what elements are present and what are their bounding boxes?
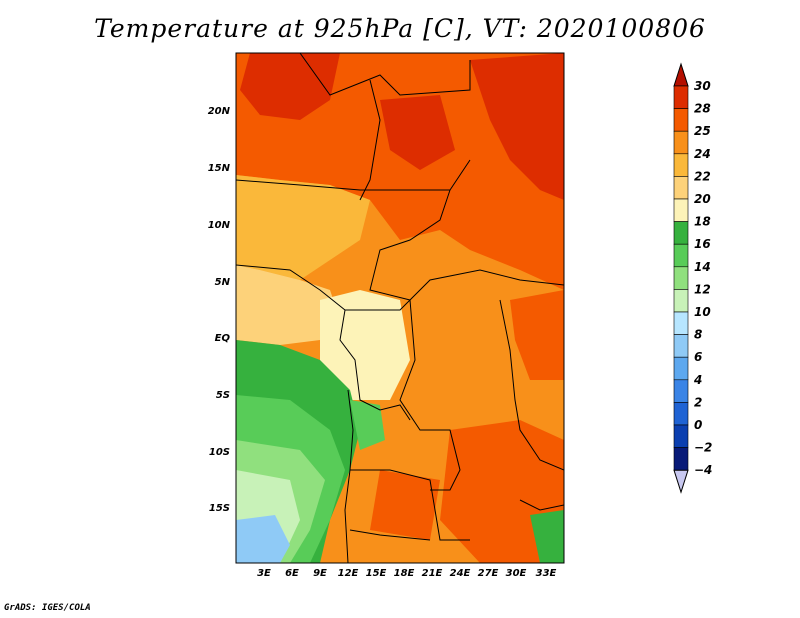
colorbar-segment xyxy=(673,356,689,381)
colorbar-label: 22 xyxy=(694,169,711,183)
lat-label: 15N xyxy=(208,163,231,174)
lon-label: 27E xyxy=(478,568,499,579)
colorbar-label: 25 xyxy=(694,124,711,138)
colorbar-label: 14 xyxy=(694,260,711,274)
colorbar-label: 12 xyxy=(694,282,711,296)
longitude-labels: 3E 6E 9E 12E 15E 18E 21E 24E 27E 30E 33E xyxy=(257,568,556,579)
colorbar-segment xyxy=(673,130,689,155)
colorbar-segment xyxy=(673,402,689,426)
lon-label: 21E xyxy=(422,568,443,579)
lon-label: 18E xyxy=(394,568,415,579)
colorbar-segment xyxy=(673,153,689,177)
temperature-field xyxy=(236,53,564,563)
lon-label: 3E xyxy=(257,568,271,579)
lon-label: 9E xyxy=(313,568,327,579)
latitude-labels: 20N 15N 10N 5N EQ 5S 10S 15S xyxy=(208,106,231,514)
colorbar-label: 20 xyxy=(694,192,711,206)
lat-label: 15S xyxy=(209,503,230,514)
colorbar-segment xyxy=(673,334,689,358)
lat-label: 5S xyxy=(216,390,230,401)
colorbar-segment xyxy=(673,379,689,403)
colorbar-label: 8 xyxy=(694,328,702,342)
colorbar-segment xyxy=(673,176,689,200)
colorbar-label: −2 xyxy=(694,441,712,455)
colorbar-label: 10 xyxy=(694,305,711,319)
lon-label: 6E xyxy=(285,568,299,579)
colorbar-label: 4 xyxy=(693,373,702,387)
lat-label: 20N xyxy=(208,106,231,117)
colorbar-segment xyxy=(673,85,689,109)
colorbar-segment xyxy=(673,266,689,290)
colorbar-label: 2 xyxy=(694,395,702,409)
map-frame xyxy=(235,52,565,564)
colorbar-segment xyxy=(673,447,689,471)
colorbar-segment xyxy=(673,198,689,222)
lat-label: 10N xyxy=(208,220,231,231)
lon-label: 15E xyxy=(366,568,387,579)
colorbar-label: 24 xyxy=(694,147,711,161)
colorbar-label: −4 xyxy=(694,463,712,477)
map-title: Temperature at 925hPa [C], VT: 202010080… xyxy=(94,14,706,43)
colorbar-label: 0 xyxy=(694,418,702,432)
grads-credit: GrADS: IGES/COLA xyxy=(4,603,91,613)
colorbar-segment xyxy=(673,221,689,245)
colorbar-bottom-arrow xyxy=(673,469,689,494)
lon-label: 24E xyxy=(450,568,471,579)
lat-label: EQ xyxy=(215,333,231,344)
colorbar-top-arrow xyxy=(673,62,689,87)
colorbar-label: 18 xyxy=(694,215,711,229)
lon-label: 33E xyxy=(536,568,557,579)
lon-label: 30E xyxy=(506,568,527,579)
colorbar-segment xyxy=(673,289,689,313)
colorbar-segment xyxy=(673,108,689,132)
colorbar-segment xyxy=(673,243,689,268)
colorbar-segment xyxy=(673,424,689,448)
colorbar-segment xyxy=(673,311,689,335)
colorbar-label: 16 xyxy=(694,237,711,251)
lon-label: 12E xyxy=(338,568,359,579)
lat-label: 5N xyxy=(215,277,231,288)
lat-label: 10S xyxy=(209,447,230,458)
colorbar-label: 6 xyxy=(694,350,702,364)
colorbar-label: 30 xyxy=(694,79,711,93)
colorbar-label: 28 xyxy=(694,102,711,116)
